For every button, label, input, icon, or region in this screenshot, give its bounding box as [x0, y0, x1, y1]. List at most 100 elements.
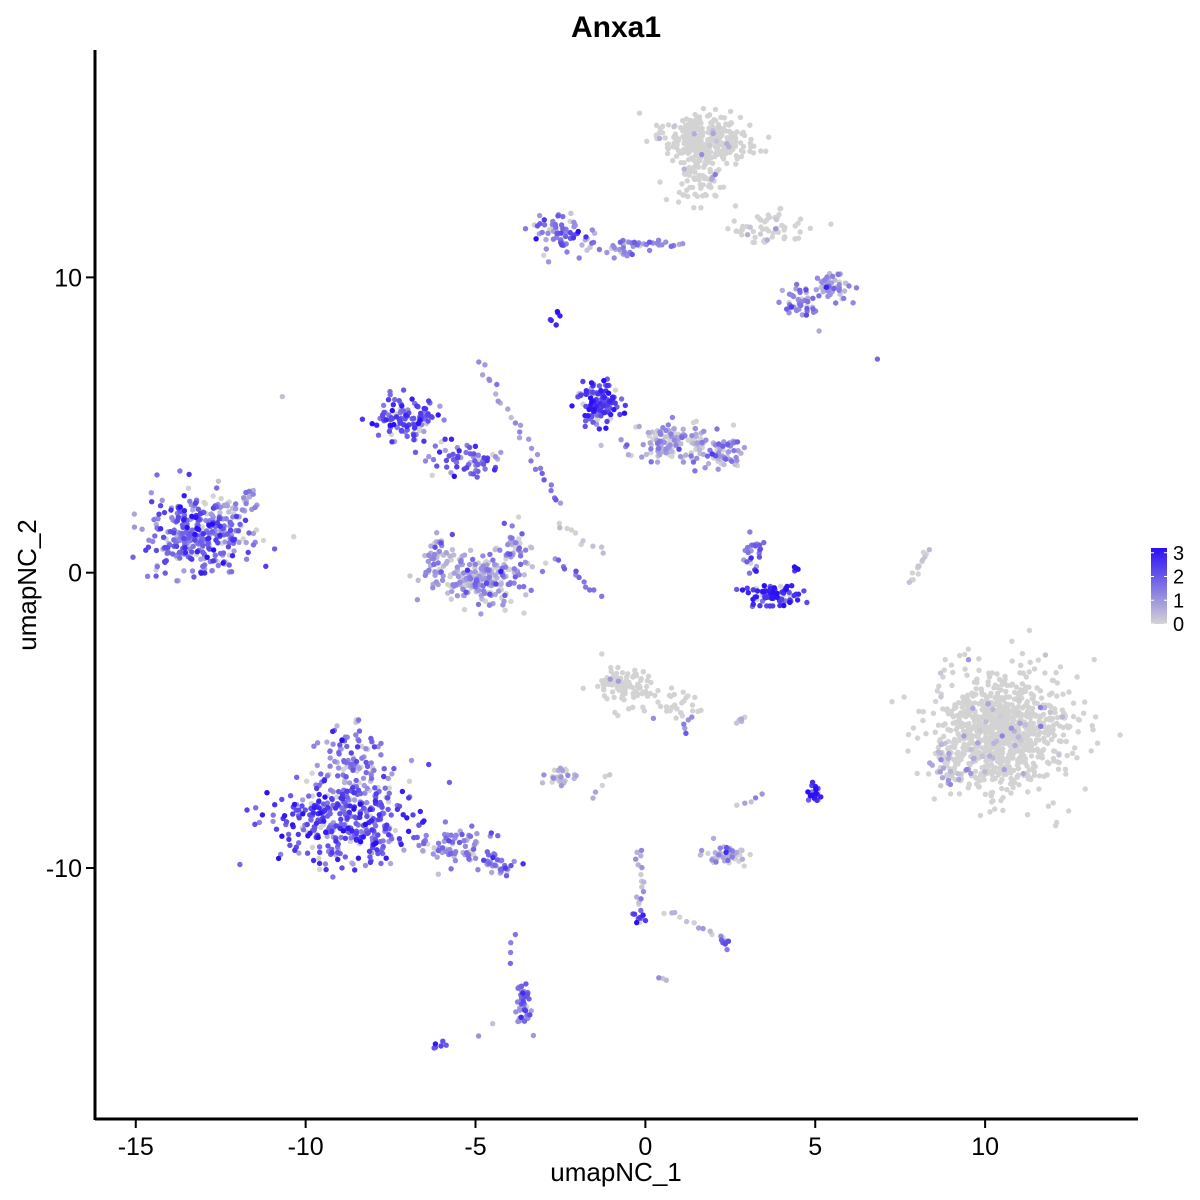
data-point	[404, 815, 410, 821]
data-point	[400, 812, 406, 818]
data-point	[524, 991, 531, 997]
data-point	[573, 568, 579, 574]
data-point	[516, 584, 522, 590]
data-point	[596, 426, 602, 432]
data-point	[337, 742, 343, 748]
data-point	[952, 702, 958, 708]
data-point	[210, 505, 217, 511]
data-point	[1022, 746, 1028, 753]
data-point	[982, 714, 988, 721]
data-point	[322, 794, 328, 800]
data-point	[968, 746, 974, 752]
data-point	[439, 845, 446, 851]
data-point	[753, 568, 759, 574]
data-point	[988, 791, 995, 797]
data-point	[324, 773, 331, 779]
data-point	[300, 827, 307, 833]
data-point	[396, 836, 403, 842]
data-point	[470, 471, 476, 477]
data-point	[571, 219, 577, 225]
data-point	[992, 806, 998, 812]
data-point	[757, 603, 763, 609]
data-point	[976, 667, 982, 673]
data-point	[455, 455, 461, 461]
data-point	[602, 773, 608, 780]
data-point	[667, 442, 673, 448]
data-point	[554, 230, 560, 237]
data-point	[779, 287, 785, 294]
data-point	[323, 829, 329, 835]
data-point	[389, 407, 395, 414]
data-point	[758, 217, 764, 223]
data-point	[553, 322, 559, 328]
data-point	[874, 356, 881, 362]
data-point	[512, 931, 519, 938]
data-point	[758, 224, 764, 230]
data-point	[937, 769, 943, 775]
data-point	[233, 501, 239, 507]
data-point	[701, 164, 707, 170]
data-point	[502, 607, 508, 613]
data-point	[777, 583, 784, 589]
data-point	[440, 573, 446, 579]
data-point	[204, 554, 210, 560]
data-point	[990, 706, 996, 712]
data-point	[756, 542, 763, 548]
data-point	[523, 981, 529, 987]
data-point	[1025, 738, 1031, 744]
data-point	[446, 779, 453, 786]
data-point	[1059, 714, 1066, 720]
data-point	[306, 793, 312, 799]
data-point	[462, 843, 469, 849]
data-point	[572, 530, 579, 536]
data-point	[688, 125, 695, 131]
data-point	[171, 530, 177, 536]
data-point	[341, 759, 347, 765]
data-point	[492, 454, 499, 460]
data-point	[914, 735, 921, 741]
data-point	[155, 516, 161, 522]
data-point	[335, 788, 342, 795]
data-point	[985, 679, 991, 685]
data-point	[243, 556, 250, 562]
data-point	[987, 693, 993, 699]
data-point	[1001, 720, 1008, 726]
data-point	[961, 748, 967, 754]
data-point	[576, 574, 582, 581]
data-point	[597, 400, 604, 407]
data-point	[386, 790, 392, 796]
data-point	[559, 242, 565, 248]
data-point	[505, 541, 511, 548]
data-point	[278, 851, 284, 858]
data-point	[541, 222, 548, 228]
data-point	[190, 507, 196, 513]
data-point	[1063, 738, 1070, 745]
data-point	[429, 472, 435, 478]
data-point	[342, 854, 348, 860]
data-point	[940, 674, 946, 680]
data-point	[638, 896, 644, 902]
data-point	[1070, 700, 1077, 706]
data-point	[1008, 790, 1014, 796]
data-point	[964, 672, 970, 678]
data-point	[680, 689, 686, 695]
data-point	[351, 790, 357, 796]
data-point	[252, 821, 258, 827]
data-point	[226, 509, 232, 515]
data-point	[171, 537, 177, 543]
data-point	[1024, 699, 1031, 705]
data-point	[446, 838, 452, 844]
data-point	[497, 547, 503, 553]
data-point	[979, 765, 985, 771]
data-point	[738, 153, 745, 160]
data-point	[738, 716, 744, 722]
data-point	[936, 683, 942, 689]
data-point	[1041, 705, 1048, 711]
data-point	[721, 461, 727, 468]
data-point	[948, 662, 955, 668]
data-point	[401, 847, 407, 853]
data-point	[682, 725, 688, 731]
data-point	[744, 559, 750, 565]
data-point	[937, 736, 944, 743]
data-point	[693, 119, 699, 125]
